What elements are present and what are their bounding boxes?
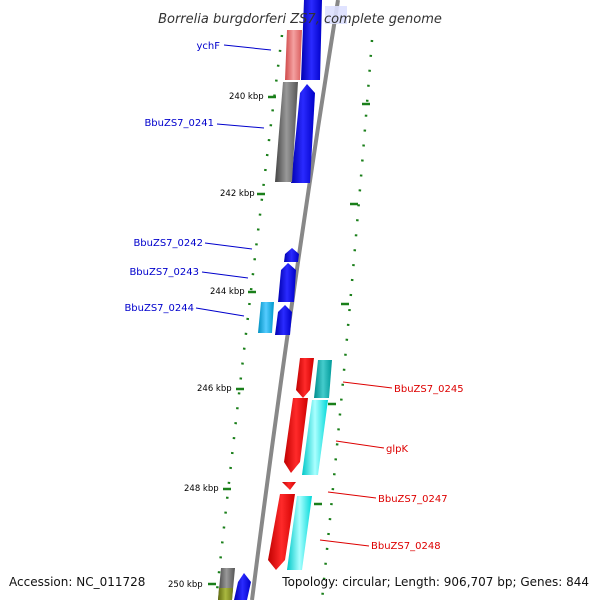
tick-label-244: 244 kbp bbox=[210, 287, 245, 297]
next-cds-feature-2[interactable] bbox=[218, 588, 233, 600]
next-cds-plus[interactable] bbox=[234, 573, 251, 600]
leader-BbuZS7_0241 bbox=[216, 123, 265, 129]
BbuZS7_0248-cds-feature[interactable] bbox=[287, 496, 312, 570]
genome-summary-text: Topology: circular; Length: 906,707 bp; … bbox=[281, 575, 589, 589]
tick-label-240: 240 kbp bbox=[229, 92, 264, 102]
leader-BbuZS7_0242 bbox=[204, 242, 253, 250]
BbuZS7_0245-cds-minus[interactable] bbox=[296, 358, 314, 398]
tick-label-242: 242 kbp bbox=[220, 189, 255, 199]
title-highlight bbox=[325, 6, 347, 24]
BbuZS7_0245-cds-feature[interactable] bbox=[314, 360, 332, 398]
BbuZS7_0241-cds-feature[interactable] bbox=[275, 82, 298, 182]
leader-BbuZS7_0247 bbox=[327, 491, 377, 499]
gene-label-BbuZS7_0242[interactable]: BbuZS7_0242 bbox=[133, 238, 203, 249]
tick-label-248: 248 kbp bbox=[184, 484, 219, 494]
gene-label-BbuZS7_0243[interactable]: BbuZS7_0243 bbox=[129, 267, 199, 278]
position-ticks: 240 kbp 242 kbp 244 kbp 246 kbp 248 kbp … bbox=[168, 92, 370, 590]
leader-BbuZS7_0245 bbox=[342, 381, 393, 389]
gene-label-BbuZS7_0248[interactable]: BbuZS7_0248 bbox=[371, 541, 441, 552]
BbuZS7_0244-cds-plus[interactable] bbox=[275, 305, 292, 335]
ychF-cds-plus[interactable] bbox=[301, 0, 322, 80]
BbuZS7_0243-cds-plus[interactable] bbox=[278, 263, 296, 302]
gene-label-ychF[interactable]: ychF bbox=[196, 41, 220, 52]
leader-ychF bbox=[223, 44, 272, 51]
gene-label-BbuZS7_0244[interactable]: BbuZS7_0244 bbox=[124, 303, 194, 314]
accession-text: Accession: NC_011728 bbox=[9, 575, 145, 589]
BbuZS7_0247-cds-minus[interactable] bbox=[282, 482, 296, 490]
BbuZS7_0248-cds-minus[interactable] bbox=[268, 494, 295, 570]
BbuZS7_0242-cds-plus[interactable] bbox=[284, 248, 299, 262]
tick-label-246: 246 kbp bbox=[197, 384, 232, 394]
map-title: Borrelia burgdorferi ZS7, complete genom… bbox=[158, 12, 442, 27]
gene-labels: ychF BbuZS7_0241 BbuZS7_0242 BbuZS7_0243… bbox=[124, 41, 463, 552]
ychF-cds-feature[interactable] bbox=[285, 30, 302, 80]
leader-BbuZS7_0243 bbox=[201, 271, 249, 279]
glpK-cds-feature[interactable] bbox=[302, 400, 328, 475]
tick-label-250: 250 kbp bbox=[168, 580, 203, 590]
leader-BbuZS7_0244 bbox=[195, 307, 245, 317]
BbuZS7_0244-cds-feature[interactable] bbox=[258, 302, 274, 333]
leader-BbuZS7_0248 bbox=[319, 539, 370, 547]
outer-guide-dots bbox=[320, 39, 374, 600]
leader-lines bbox=[195, 44, 393, 547]
leader-glpK bbox=[335, 440, 385, 449]
gene-label-BbuZS7_0245[interactable]: BbuZS7_0245 bbox=[394, 384, 464, 395]
glpK-cds-minus[interactable] bbox=[284, 398, 308, 473]
gene-label-BbuZS7_0247[interactable]: BbuZS7_0247 bbox=[378, 494, 448, 505]
cds-blocks bbox=[218, 0, 332, 600]
BbuZS7_0241-cds-plus[interactable] bbox=[291, 84, 315, 183]
gene-label-BbuZS7_0241[interactable]: BbuZS7_0241 bbox=[144, 118, 214, 129]
gene-label-glpK[interactable]: glpK bbox=[386, 444, 408, 455]
